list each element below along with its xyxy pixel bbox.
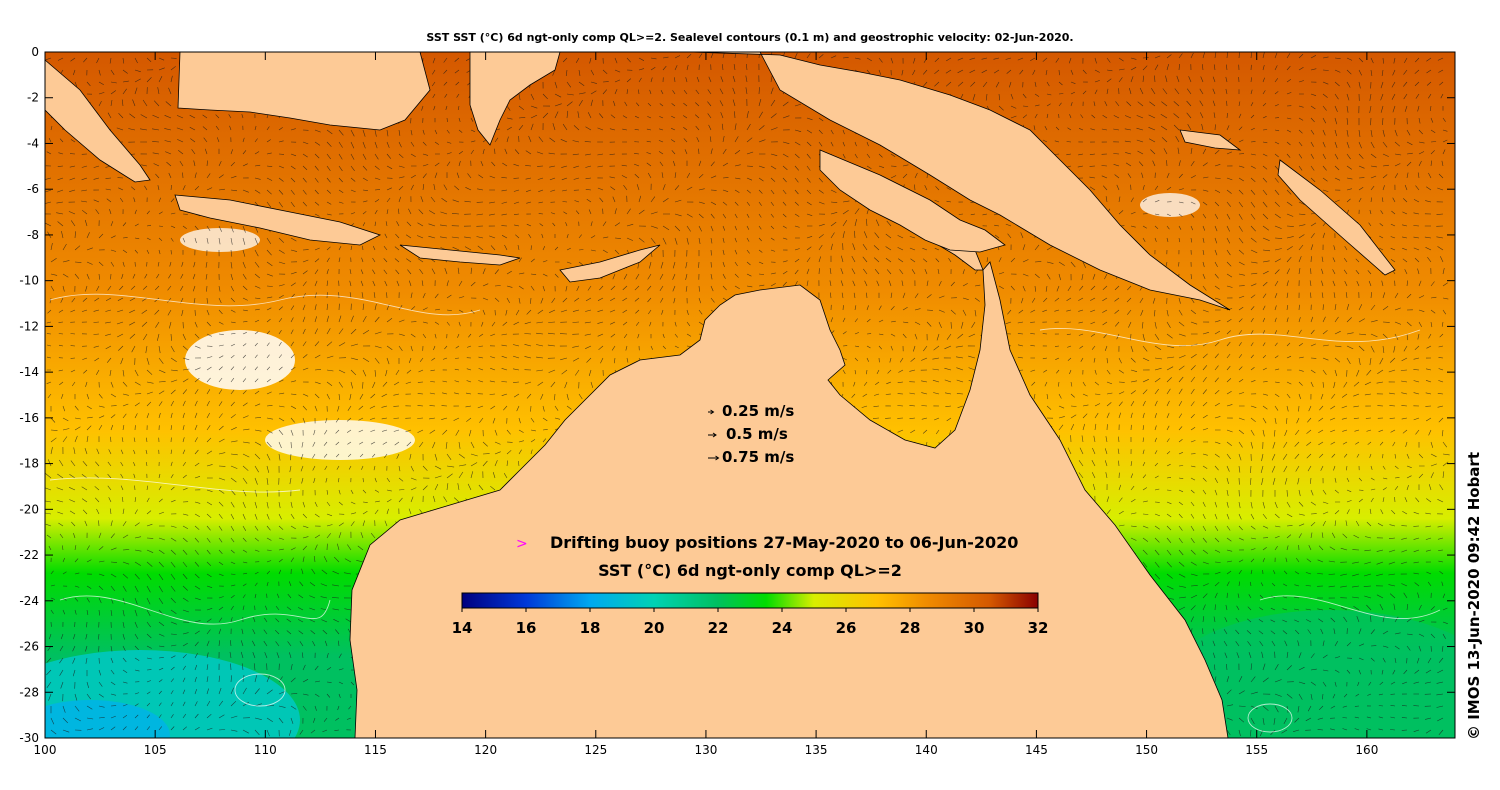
y-tick-label: -14 — [19, 365, 39, 379]
copyright-notice: © IMOS 13-Jun-2020 09:42 Hobart — [1465, 452, 1483, 740]
x-axis: 100 105 110 115 120 125 130 135 140 145 150 155 160 — [34, 52, 1378, 757]
colorbar-tick-label: 28 — [900, 619, 921, 637]
land-borneo — [177, 52, 431, 131]
y-axis: 0 -2 -4 -6 -8 -10 -12 -14 -16 -18 -20 -22 -24 -26 -28 -… — [19, 45, 1455, 745]
colorbar-tick-label: 32 — [1028, 619, 1049, 637]
colorbar-tick-label: 18 — [580, 619, 601, 637]
cloud-gap — [180, 228, 260, 252]
plot-frame — [44, 51, 1456, 739]
y-tick-label: -4 — [27, 136, 39, 150]
velocity-legend-arrow — [708, 409, 715, 415]
colorbar-tick-label: 30 — [964, 619, 985, 637]
x-tick-label: 115 — [364, 743, 387, 757]
map-title: SST SST (°C) 6d ngt-only comp QL>=2. Sea… — [426, 31, 1074, 44]
colorbar-tick-label: 26 — [836, 619, 857, 637]
y-tick-label: -28 — [19, 685, 39, 699]
sealevel-contours — [49, 293, 1441, 733]
colorbar-tick-label: 22 — [708, 619, 729, 637]
land-timor — [559, 244, 661, 283]
colorbar-tick-label: 16 — [516, 619, 537, 637]
y-tick-label: -22 — [19, 548, 39, 562]
x-tick-label: 125 — [584, 743, 607, 757]
cloud-gap — [265, 420, 415, 460]
colorbar-title: SST (°C) 6d ngt-only comp QL>=2 — [598, 561, 902, 580]
y-tick-label: 0 — [31, 45, 39, 59]
y-tick-label: -12 — [19, 319, 39, 333]
land-solomon — [1277, 159, 1396, 276]
cloud-gap — [185, 330, 295, 390]
land-australia — [349, 261, 1229, 738]
cool-water-west-core — [45, 700, 170, 738]
contour-line — [49, 293, 481, 316]
land-masses — [45, 52, 1396, 738]
y-tick-label: -30 — [19, 731, 39, 745]
velocity-legend-label: 0.75 m/s — [722, 448, 794, 466]
buoy-legend-marker: > — [516, 536, 528, 552]
y-tick-label: -24 — [19, 594, 39, 608]
buoy-legend-label: Drifting buoy positions 27-May-2020 to 0… — [550, 533, 1018, 552]
colorbar-tick-label: 14 — [452, 619, 473, 637]
y-tick-label: -26 — [19, 640, 39, 654]
x-tick-label: 155 — [1245, 743, 1268, 757]
x-tick-label: 140 — [915, 743, 938, 757]
y-tick-label: -18 — [19, 457, 39, 471]
cloud-gap — [1140, 193, 1200, 217]
contour-line — [59, 595, 331, 625]
land-new-guinea-south — [819, 149, 1006, 253]
x-tick-label: 110 — [254, 743, 277, 757]
contour-eddy — [234, 673, 286, 707]
x-tick-label: 135 — [805, 743, 828, 757]
y-tick-label: -8 — [27, 228, 39, 242]
contour-eddy — [1247, 703, 1293, 733]
y-tick-label: -16 — [19, 411, 39, 425]
contour-line — [1039, 327, 1421, 347]
velocity-legend: 0.25 m/s 0.5 m/s 0.75 m/s — [708, 402, 794, 466]
colorbar-ticks: 14 16 18 20 22 24 26 28 30 32 — [452, 608, 1049, 637]
y-tick-label: -20 — [19, 502, 39, 516]
velocity-legend-label: 0.5 m/s — [726, 425, 788, 443]
y-tick-label: -10 — [19, 274, 39, 288]
x-tick-label: 105 — [144, 743, 167, 757]
x-tick-label: 130 — [694, 743, 717, 757]
y-tick-label: -6 — [27, 182, 39, 196]
land-new-britain — [1179, 129, 1242, 151]
x-tick-label: 145 — [1025, 743, 1048, 757]
velocity-legend-arrow — [708, 455, 720, 461]
land-java — [174, 194, 382, 246]
land-new-guinea — [689, 52, 1231, 311]
velocity-legend-label: 0.25 m/s — [722, 402, 794, 420]
x-tick-label: 120 — [474, 743, 497, 757]
colorbar — [461, 592, 1039, 609]
x-tick-label: 150 — [1135, 743, 1158, 757]
land-sulawesi — [469, 52, 561, 146]
contour-line — [1259, 595, 1441, 620]
land-nusa-tenggara — [399, 244, 521, 266]
x-tick-label: 100 — [34, 743, 57, 757]
y-tick-label: -2 — [27, 91, 39, 105]
colorbar-tick-label: 20 — [644, 619, 665, 637]
land-sumatra — [45, 59, 151, 183]
contour-line — [49, 477, 301, 493]
x-tick-label: 160 — [1355, 743, 1378, 757]
colorbar-tick-label: 24 — [772, 619, 793, 637]
velocity-legend-arrow — [708, 432, 717, 438]
